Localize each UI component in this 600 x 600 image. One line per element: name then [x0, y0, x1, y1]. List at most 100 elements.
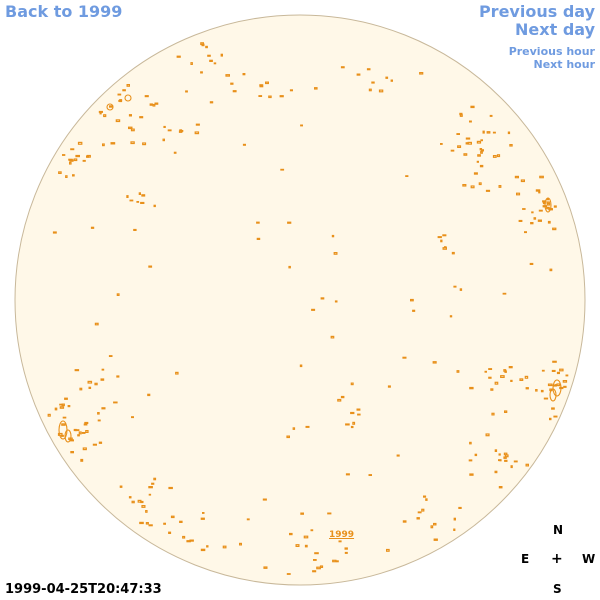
- contour-mark: [126, 195, 129, 198]
- contour-mark: [437, 236, 442, 239]
- contour-mark: [200, 71, 203, 74]
- contour-mark: [119, 99, 123, 103]
- contour-mark: [507, 131, 511, 135]
- contour-mark: [458, 506, 462, 509]
- contour-mark: [98, 441, 103, 444]
- contour-mark: [71, 174, 75, 177]
- contour-mark: [556, 371, 560, 375]
- contour-mark: [153, 477, 157, 481]
- contour-mark: [537, 219, 543, 222]
- year-label-link[interactable]: 1999: [329, 530, 355, 540]
- contour-mark: [492, 155, 497, 158]
- contour-mark: [498, 185, 502, 188]
- contour-mark: [478, 182, 482, 186]
- contour-mark: [547, 383, 553, 387]
- contour-mark: [116, 375, 120, 378]
- contour-mark: [508, 366, 513, 369]
- contour-mark: [525, 387, 529, 390]
- contour-mark: [119, 485, 123, 488]
- contour-mark: [453, 517, 457, 521]
- contour-mark: [73, 158, 78, 162]
- contour-mark: [52, 231, 57, 234]
- compass-north: N: [553, 523, 564, 537]
- contour-mark: [246, 518, 250, 521]
- contour-mark: [477, 154, 481, 157]
- contour-mark: [344, 547, 348, 550]
- contour-mark: [524, 375, 529, 379]
- contour-mark: [416, 517, 420, 520]
- contour-mark: [469, 441, 472, 445]
- contour-mark: [185, 90, 188, 93]
- contour-mark: [148, 265, 153, 268]
- contour-mark: [262, 498, 267, 501]
- contour-mark: [518, 219, 523, 222]
- contour-mark: [98, 110, 104, 113]
- contour-mark: [474, 453, 478, 457]
- contour-mark: [502, 292, 507, 295]
- contour-mark: [145, 521, 149, 525]
- contour-mark: [480, 151, 483, 154]
- contour-mark: [402, 356, 407, 359]
- next-day-link[interactable]: Next day: [515, 20, 595, 39]
- contour-mark: [94, 322, 99, 326]
- contour-mark: [340, 395, 345, 399]
- contour-mark: [147, 393, 151, 397]
- contour-mark: [139, 116, 144, 119]
- contour-mark: [131, 416, 135, 419]
- contour-mark: [149, 103, 153, 106]
- contour-mark: [368, 88, 372, 92]
- contour-mark: [450, 149, 455, 152]
- contour-mark: [176, 55, 181, 58]
- back-to-year-link[interactable]: Back to 1999: [5, 2, 123, 21]
- previous-hour-link[interactable]: Previous hour: [508, 45, 595, 58]
- contour-mark: [75, 154, 81, 158]
- compass-west: W: [582, 552, 596, 566]
- contour-mark: [152, 103, 156, 107]
- contour-mark: [178, 130, 183, 133]
- contour-mark: [453, 528, 456, 531]
- contour-mark: [99, 112, 102, 115]
- contour-mark: [523, 231, 527, 234]
- contour-mark: [94, 382, 98, 386]
- contour-mark: [327, 512, 332, 515]
- contour-mark: [540, 389, 544, 393]
- contour-mark: [140, 201, 145, 204]
- contour-mark: [206, 545, 209, 548]
- contour-mark: [541, 369, 545, 372]
- contour-mark: [230, 82, 234, 85]
- contour-mark: [499, 459, 502, 462]
- contour-mark: [539, 175, 544, 179]
- contour-mark: [300, 512, 304, 515]
- observation-timestamp: 1999-04-25T20:47:33: [5, 582, 162, 597]
- contour-mark: [378, 89, 384, 93]
- contour-mark: [331, 234, 335, 238]
- contour-mark: [546, 198, 550, 201]
- contour-mark: [82, 159, 86, 162]
- next-hour-link[interactable]: Next hour: [533, 58, 596, 71]
- contour-mark: [485, 189, 491, 192]
- contour-mark: [90, 226, 95, 229]
- contour-loop: [64, 429, 72, 443]
- contour-mark: [58, 171, 62, 174]
- contour-mark: [148, 486, 153, 489]
- contour-loop: [552, 379, 562, 397]
- contour-mark: [190, 62, 193, 66]
- contour-mark: [510, 379, 513, 382]
- contour-mark: [77, 434, 80, 437]
- contour-mark: [288, 265, 291, 269]
- previous-day-link[interactable]: Previous day: [478, 2, 595, 21]
- contour-mark: [350, 411, 355, 415]
- contour-mark: [163, 125, 166, 128]
- contour-mark: [337, 398, 342, 402]
- contour-mark: [168, 531, 172, 535]
- contour-mark: [131, 500, 135, 504]
- contour-mark: [529, 262, 534, 265]
- contour-mark: [292, 427, 296, 430]
- contour-mark: [117, 93, 122, 96]
- contour-mark: [456, 133, 461, 135]
- contour-mark: [83, 423, 88, 426]
- contour-mark: [116, 293, 120, 296]
- contour-mark: [503, 369, 507, 372]
- contour-mark: [92, 443, 98, 446]
- contour-mark: [61, 423, 66, 426]
